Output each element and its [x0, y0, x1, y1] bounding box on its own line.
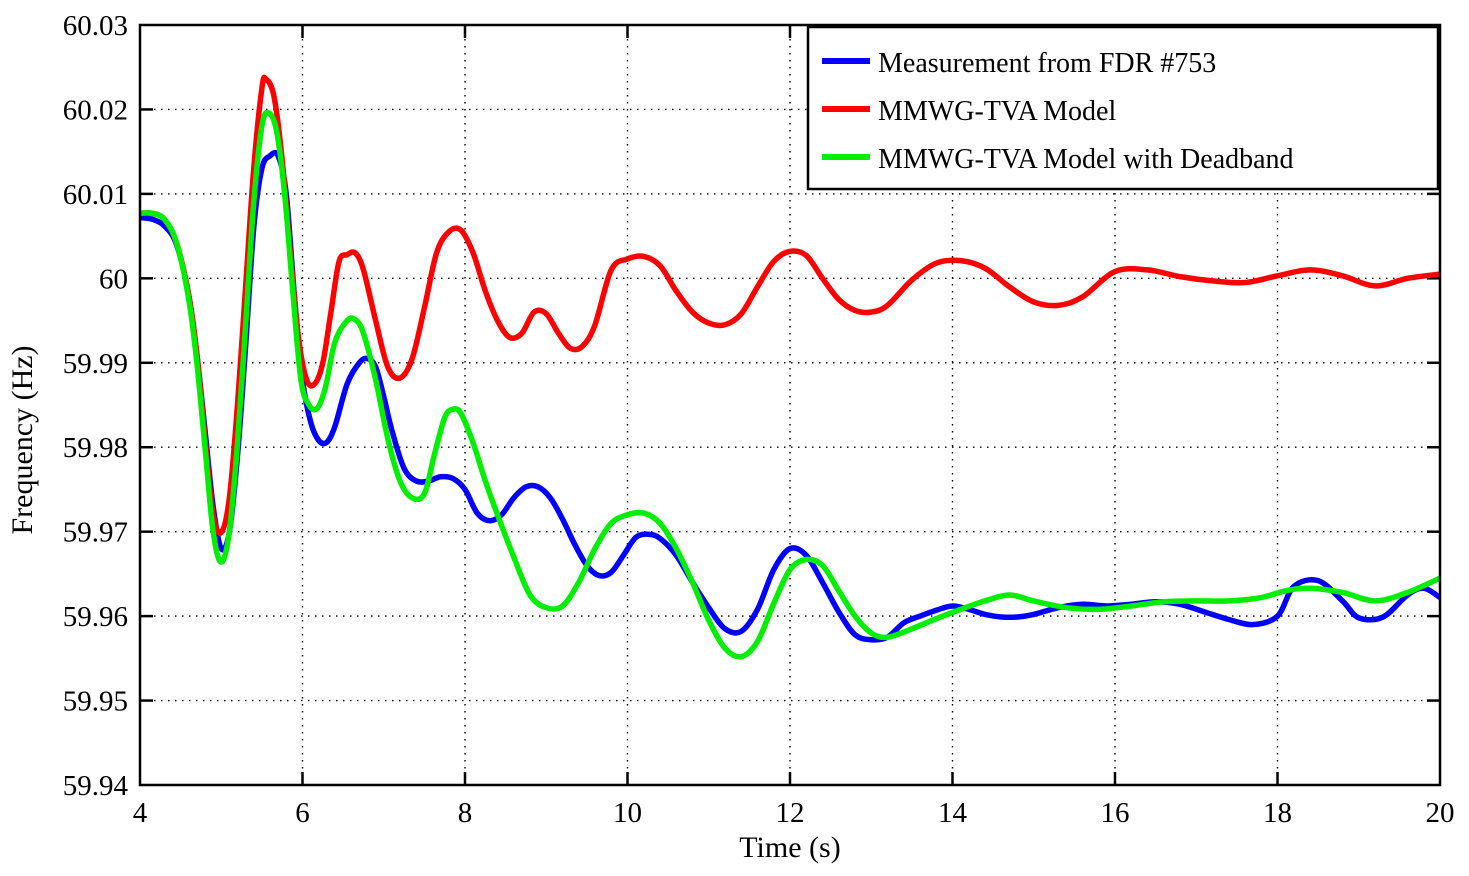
legend-label: MMWG-TVA Model	[878, 96, 1116, 127]
y-tick-label: 59.96	[63, 601, 128, 633]
x-tick-label: 20	[1426, 797, 1455, 829]
x-tick-label: 12	[776, 797, 805, 829]
y-tick-label: 59.95	[63, 686, 128, 718]
y-axis-ticks: 59.94 59.95 59.96 59.97 59.98 59.99 60 60.01 60.…	[63, 10, 1440, 802]
data-series-line-1	[140, 149, 1440, 643]
y-tick-label: 60.01	[63, 179, 128, 211]
x-tick-label: 8	[458, 797, 473, 829]
legend-label: MMWG-TVA Model with Deadband	[878, 144, 1294, 175]
data-series-layer	[140, 74, 1440, 660]
legend-label: Measurement from FDR #753	[878, 48, 1216, 79]
chart-legend[interactable]: Measurement from FDR #753 MMWG-TVA Model M…	[806, 25, 1440, 191]
plot-frame	[138, 23, 1442, 787]
x-tick-label: 10	[613, 797, 642, 829]
y-tick-label: 59.97	[63, 517, 128, 549]
legend-box	[806, 25, 1440, 191]
data-series-line-3	[140, 109, 1440, 660]
data-series-line-2	[140, 74, 1440, 536]
x-tick-label: 6	[295, 797, 310, 829]
y-axis-label: Frequency (Hz)	[6, 345, 39, 534]
x-axis-ticks: 4 6 8 10 12 14 16 18 20	[133, 25, 1455, 829]
x-tick-label: 4	[133, 797, 148, 829]
y-tick-label: 60	[99, 263, 128, 295]
y-tick-label: 60.03	[63, 10, 128, 42]
y-tick-label: 60.02	[63, 94, 128, 126]
y-tick-label: 59.94	[63, 770, 129, 802]
y-tick-label: 59.98	[63, 432, 128, 464]
x-tick-label: 14	[938, 797, 968, 829]
x-axis-label: Time (s)	[739, 831, 840, 864]
x-tick-label: 16	[1101, 797, 1130, 829]
x-tick-label: 18	[1263, 797, 1292, 829]
y-tick-label: 59.99	[63, 348, 128, 380]
